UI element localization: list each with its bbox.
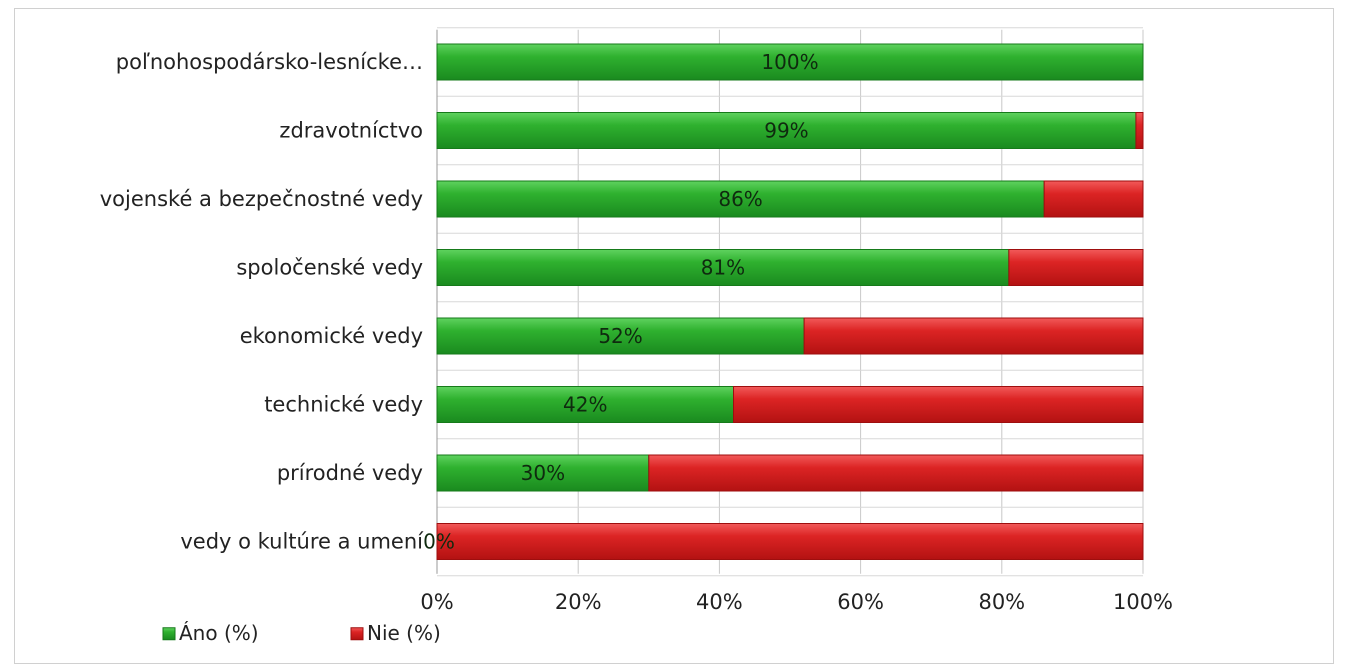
bar-ano-6 bbox=[436, 454, 650, 492]
data-label: 100% bbox=[761, 50, 818, 74]
chart-frame: 100% 99% 86% 81% 52% 42% 30% 0% poľnohospodársk… bbox=[14, 8, 1334, 664]
bar-nie-5 bbox=[733, 386, 1144, 423]
data-label: 52% bbox=[598, 324, 642, 348]
bar-nie-3 bbox=[1008, 249, 1144, 286]
bar-ano-1 bbox=[436, 112, 1137, 149]
legend-label: Nie (%) bbox=[367, 621, 441, 645]
bars bbox=[436, 43, 1144, 560]
bar-ano-3 bbox=[436, 249, 1010, 286]
category-label: prírodné vedy bbox=[277, 461, 423, 485]
category-label: poľnohospodársko-lesnícke… bbox=[116, 50, 423, 74]
x-tick-label: 40% bbox=[696, 590, 743, 614]
bar-ano-2 bbox=[436, 180, 1045, 218]
x-tick-label: 100% bbox=[1113, 590, 1173, 614]
bar-nie-7 bbox=[436, 523, 1144, 560]
x-axis-ticks: 0% 20% 40% 60% 80% 100% bbox=[420, 590, 1173, 614]
category-labels: poľnohospodársko-lesnícke… zdravotníctvo v… bbox=[100, 50, 424, 554]
category-label: vojenské a bezpečnostné vedy bbox=[100, 187, 423, 211]
data-label: 42% bbox=[563, 393, 607, 417]
category-label: vedy o kultúre a umení bbox=[180, 530, 424, 554]
data-label: 30% bbox=[521, 461, 565, 485]
category-label: ekonomické vedy bbox=[240, 324, 423, 348]
category-label: spoločenské vedy bbox=[236, 256, 423, 280]
bar-nie-6 bbox=[648, 454, 1144, 492]
bar-ano-5 bbox=[436, 386, 735, 423]
x-tick-label: 0% bbox=[420, 590, 453, 614]
category-label: technické vedy bbox=[264, 393, 423, 417]
gridlines bbox=[436, 27, 1144, 577]
x-tick-label: 80% bbox=[978, 590, 1025, 614]
x-tick-label: 60% bbox=[837, 590, 884, 614]
stacked-bar-chart: 100% 99% 86% 81% 52% 42% 30% 0% poľnohospodársk… bbox=[100, 27, 1173, 645]
bar-ano-0 bbox=[436, 43, 1144, 81]
data-labels: 100% 99% 86% 81% 52% 42% 30% 0% bbox=[423, 50, 818, 554]
x-tick-label: 20% bbox=[555, 590, 602, 614]
legend-label: Áno (%) bbox=[179, 621, 259, 645]
data-label: 0% bbox=[423, 530, 455, 554]
bar-ano-4 bbox=[436, 317, 805, 355]
bar-nie-1 bbox=[1135, 112, 1144, 149]
category-label: zdravotníctvo bbox=[279, 119, 423, 143]
legend-swatch-ano bbox=[162, 627, 176, 641]
bar-nie-2 bbox=[1043, 180, 1144, 218]
data-label: 81% bbox=[701, 256, 745, 280]
bar-nie-4 bbox=[803, 317, 1144, 355]
data-label: 86% bbox=[718, 187, 762, 211]
legend: Áno (%) Nie (%) bbox=[162, 621, 441, 645]
legend-swatch-nie bbox=[350, 627, 364, 641]
data-label: 99% bbox=[764, 119, 808, 143]
